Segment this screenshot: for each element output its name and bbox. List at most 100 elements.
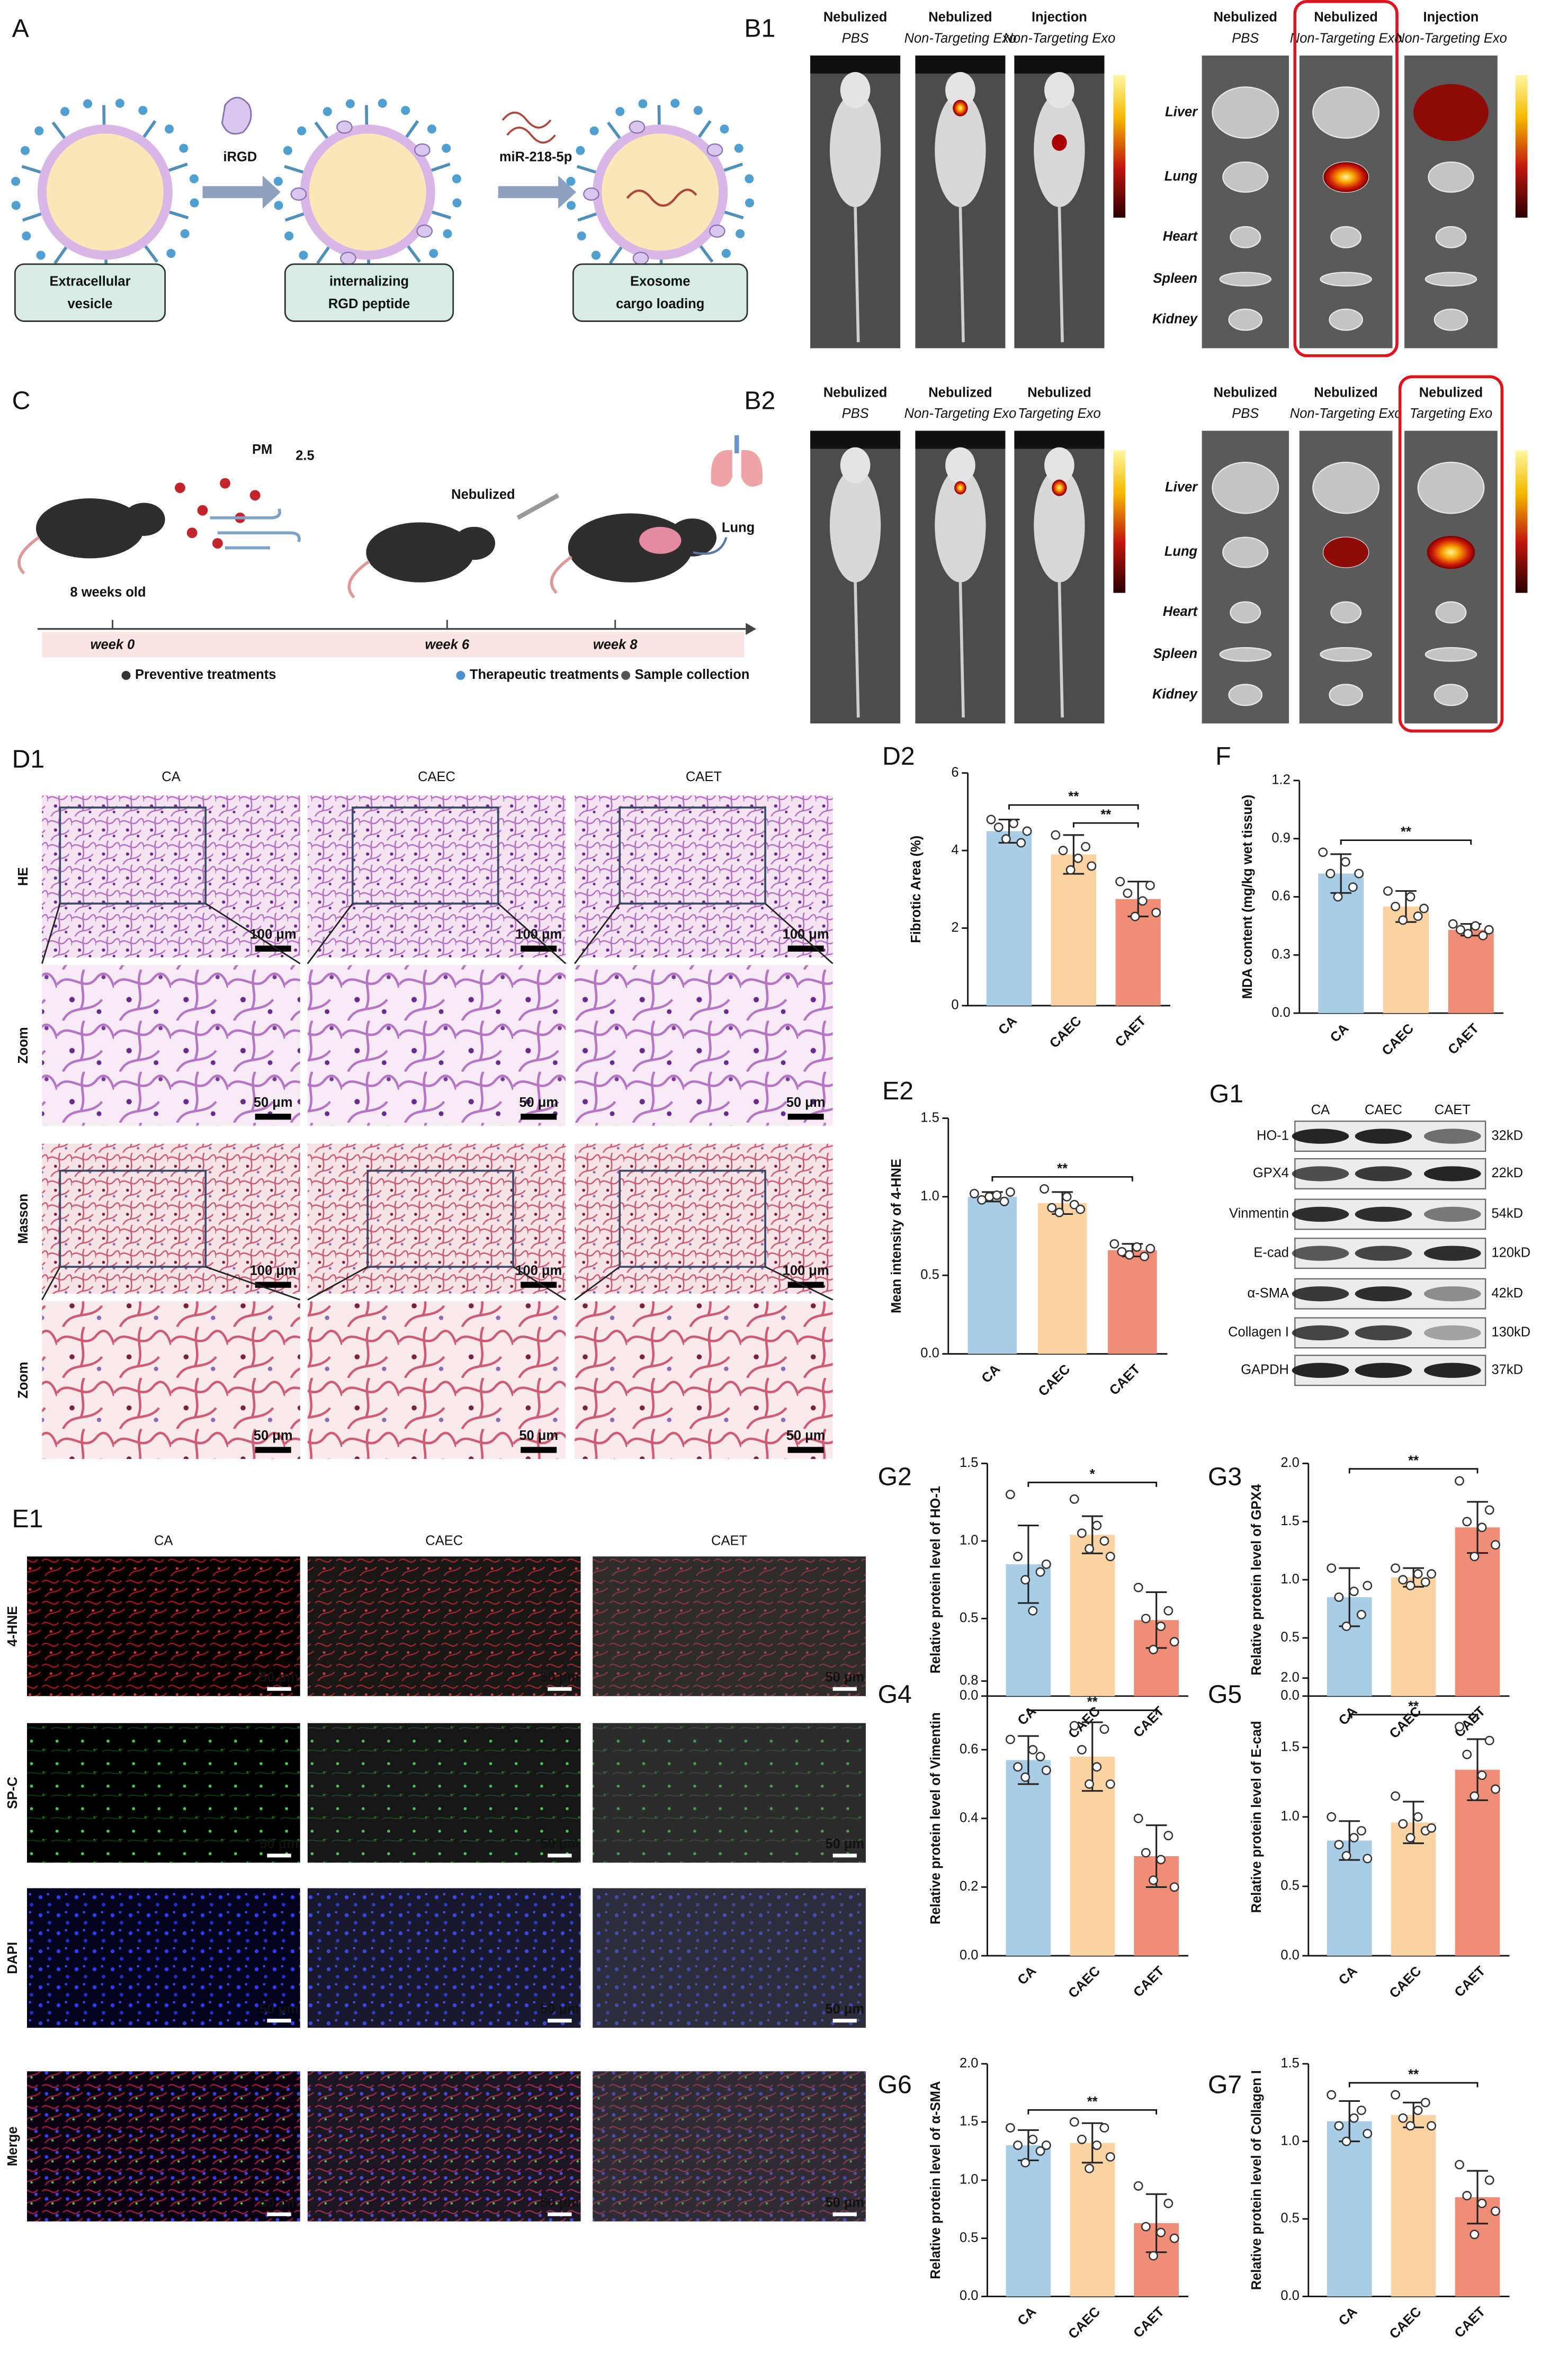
group-name: Non-Targeting Exo <box>1395 31 1507 46</box>
scale-bar <box>548 2019 572 2023</box>
data-point <box>992 1190 1002 1200</box>
group-name: PBS <box>1232 31 1259 46</box>
group-name: PBS <box>1232 406 1259 421</box>
receptor-head <box>567 201 576 210</box>
x-tick-label: CAET <box>1452 1963 1489 2000</box>
blot-band <box>1423 1286 1481 1302</box>
mouse-icon-head <box>453 526 496 560</box>
data-point <box>1105 1552 1115 1562</box>
x-tick-label: CA <box>1336 1964 1360 1988</box>
size-label: 130kD <box>1491 1325 1530 1340</box>
receptor-head <box>693 106 703 115</box>
scale-bar <box>548 1853 572 1858</box>
data-point <box>1087 861 1097 871</box>
panel-label: D2 <box>882 742 915 771</box>
data-point <box>1462 1517 1472 1527</box>
fluorescence-bg <box>307 1723 581 1863</box>
scale-bar-label: 50 μm <box>540 2195 579 2210</box>
receptor <box>314 121 329 139</box>
mouse-image-top <box>915 431 1006 449</box>
blot-band <box>1292 1325 1349 1341</box>
syringe <box>516 493 560 520</box>
panel-label: G7 <box>1208 2070 1242 2099</box>
data-point <box>1069 1721 1079 1731</box>
mirna <box>626 189 697 207</box>
protein-label: α-SMA <box>1247 1286 1288 1301</box>
row-label: DAPI <box>5 1942 20 1974</box>
bar <box>1006 2145 1051 2297</box>
x-tick-label: CAET <box>1452 2304 1489 2341</box>
group-route: Nebulized <box>928 385 992 400</box>
data-point <box>1092 2140 1102 2150</box>
organ <box>1212 86 1279 139</box>
vesicle <box>300 124 435 260</box>
scale-bar <box>787 1114 824 1120</box>
significance-label: ** <box>1057 1161 1068 1176</box>
panel-label: G5 <box>1208 1680 1242 1708</box>
organ <box>1228 684 1263 706</box>
group-name: Targeting Exo <box>1410 406 1492 421</box>
receptor <box>53 246 68 264</box>
mouse-icon-head <box>668 518 716 557</box>
group-name: PBS <box>842 406 869 421</box>
data-point <box>1398 915 1408 925</box>
data-point <box>1076 1204 1086 1214</box>
mouse-body <box>829 468 881 583</box>
organ <box>1330 226 1362 248</box>
fluorescence-bg <box>307 1888 581 2028</box>
organ-signal <box>1323 537 1369 568</box>
significance-label: ** <box>1408 1699 1419 1714</box>
group-route: Nebulized <box>1214 10 1277 25</box>
column-label: CAET <box>711 1534 747 1548</box>
receptor-head <box>299 250 308 260</box>
receptor-head <box>83 99 93 109</box>
receptor-head <box>720 124 729 134</box>
panel-label: F <box>1215 742 1231 771</box>
stage-label: internalizing <box>329 274 409 289</box>
scale-bar <box>267 2019 291 2023</box>
data-point <box>1413 911 1423 921</box>
organ <box>1212 461 1279 514</box>
column-label: CAEC <box>418 769 455 784</box>
pm-particle <box>175 482 185 494</box>
organ-label: Spleen <box>1153 271 1198 286</box>
y-tick-label: 0.5 <box>1280 1630 1299 1645</box>
micrograph <box>307 795 566 958</box>
receptor <box>284 165 304 174</box>
wind <box>210 508 301 550</box>
y-axis-label: Relative protein level of HO-1 <box>928 1486 943 1673</box>
data-point <box>969 1189 979 1198</box>
data-point <box>1477 2198 1487 2208</box>
organ <box>1230 601 1261 624</box>
significance-bracket <box>1027 1481 1158 1487</box>
y-axis-label: Relative protein level of Vimentin <box>928 1712 943 1924</box>
data-point <box>1462 1749 1472 1759</box>
data-point <box>1413 1812 1423 1822</box>
data-point <box>1327 1812 1337 1822</box>
data-point <box>1349 1587 1359 1596</box>
data-point <box>1140 1251 1149 1261</box>
receptor-head <box>591 250 601 260</box>
organ <box>1219 272 1272 287</box>
receptor <box>168 163 188 172</box>
pm-subscript: 2.5 <box>295 448 314 463</box>
y-tick-label: 0.0 <box>960 2288 978 2303</box>
fluorescence-bg <box>593 1556 866 1696</box>
blot-band <box>1423 1129 1481 1144</box>
pm-particle <box>212 538 223 549</box>
y-tick-label: 1.5 <box>1280 2056 1299 2071</box>
data-point <box>1099 2123 1109 2133</box>
mouse-icon <box>366 522 474 583</box>
fluorescence-image <box>307 1888 581 2028</box>
data-point <box>1334 2121 1344 2131</box>
scale-bar-label: 100 μm <box>250 927 297 942</box>
fluorescence-image <box>27 1556 300 1696</box>
legend-label: Preventive treatments <box>135 667 276 682</box>
receptor-head <box>189 174 199 184</box>
lung-patch <box>639 526 682 554</box>
x-tick-label: CAEC <box>1379 1021 1417 1059</box>
data-point <box>1462 2191 1472 2201</box>
data-point <box>1163 1606 1173 1616</box>
receptor-head <box>452 174 461 184</box>
data-point <box>1455 2160 1464 2170</box>
